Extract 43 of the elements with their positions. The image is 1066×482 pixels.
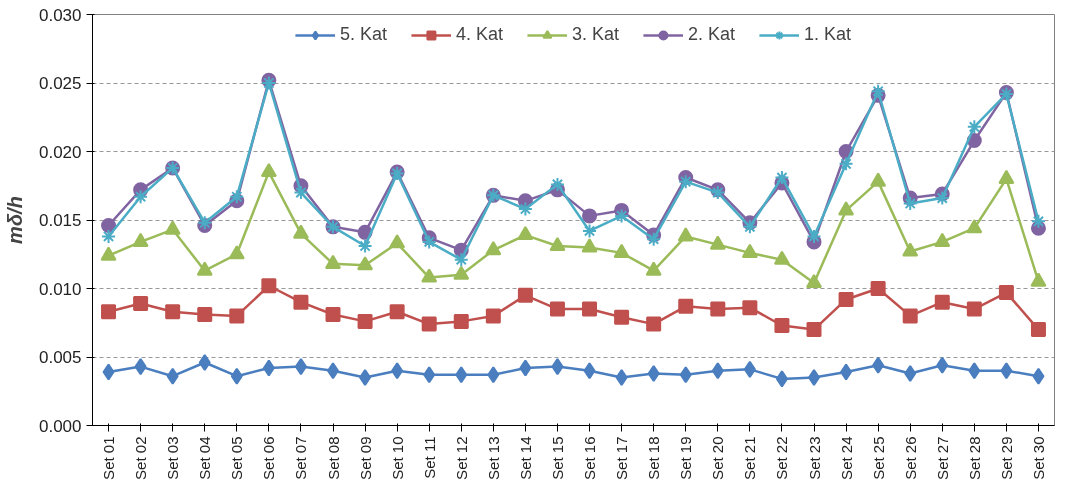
- y-tick-label: 0.005: [38, 348, 82, 367]
- x-tick-label: Set 17: [613, 436, 631, 480]
- legend-label: 2. Kat: [688, 24, 736, 45]
- x-tick-label: Set 28: [965, 436, 983, 480]
- x-tick-label: Set 16: [581, 436, 599, 480]
- x-tick-label: Set 23: [805, 436, 823, 480]
- x-tick-label: Set 14: [516, 436, 534, 480]
- y-axis-title: mδ/h: [3, 196, 26, 244]
- x-tick-label: Set 19: [677, 436, 695, 480]
- x-tick-label: Set 03: [164, 436, 182, 480]
- x-tick-label: Set 06: [260, 436, 278, 480]
- x-tick-label: Set 26: [901, 436, 919, 480]
- x-tick-label: Set 30: [1029, 436, 1047, 480]
- legend-label: 1. Kat: [804, 24, 852, 45]
- x-tick-label: Set 05: [228, 436, 246, 480]
- x-tick-label: Set 10: [388, 436, 406, 480]
- x-tick-label: Set 15: [548, 436, 566, 480]
- legend-label: 4. Kat: [455, 24, 503, 45]
- x-tick-label: Set 24: [837, 436, 855, 480]
- x-tick-label: Set 12: [452, 436, 470, 480]
- y-tick-label: 0.010: [38, 279, 82, 299]
- x-tick-label: Set 18: [645, 436, 663, 480]
- x-tick-label: Set 20: [709, 436, 727, 480]
- x-tick-label: Set 07: [292, 436, 310, 480]
- x-tick-label: Set 21: [741, 436, 759, 480]
- legend-label: 5. Kat: [339, 24, 387, 45]
- x-tick-label: Set 04: [196, 436, 214, 480]
- y-tick-label: 0.025: [38, 74, 82, 93]
- x-tick-label: Set 27: [933, 436, 951, 480]
- x-tick-label: Set 08: [324, 436, 342, 480]
- x-tick-label: Set 01: [100, 436, 118, 480]
- y-tick-label: 0.020: [38, 142, 82, 162]
- y-tick-label: 0.030: [38, 5, 82, 25]
- x-tick-label: Set 02: [132, 436, 150, 480]
- x-tick-label: Set 11: [420, 436, 438, 479]
- x-tick-label: Set 13: [484, 436, 502, 480]
- legend-label: 3. Kat: [571, 24, 620, 45]
- y-tick-label: 0.000: [38, 416, 82, 436]
- x-tick-label: Set 22: [773, 436, 791, 480]
- x-tick-label: Set 29: [997, 436, 1015, 480]
- x-tick-label: Set 09: [356, 436, 374, 480]
- x-tick-label: Set 25: [869, 436, 887, 480]
- y-tick-label: 0.015: [38, 211, 82, 230]
